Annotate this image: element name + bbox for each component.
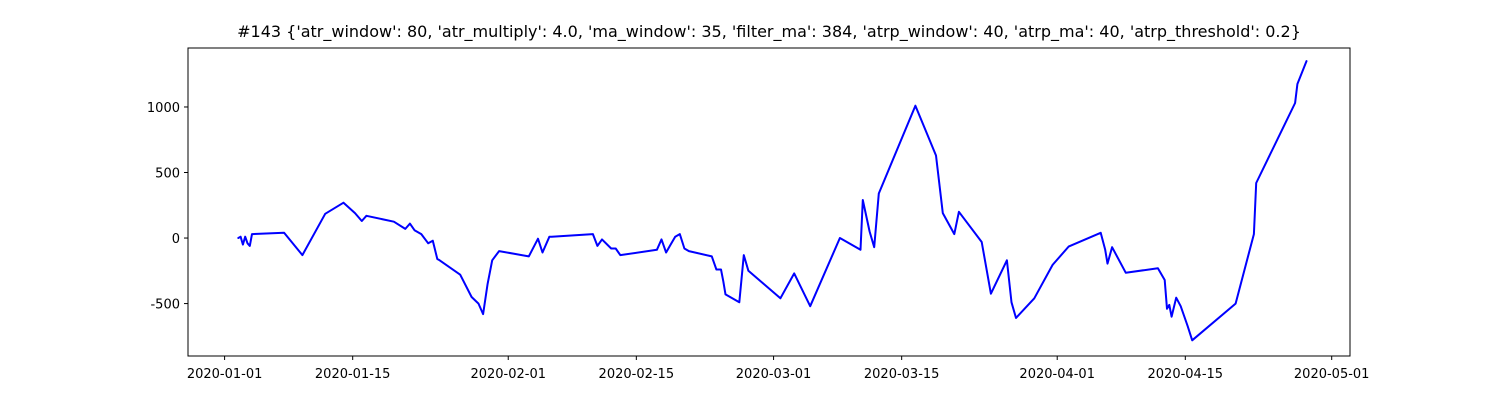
chart-title: #143 {'atr_window': 80, 'atr_multiply': … <box>237 22 1301 41</box>
x-tick-label: 2020-05-01 <box>1294 367 1370 382</box>
x-tick-label: 2020-01-01 <box>187 367 263 382</box>
y-tick-label: 500 <box>155 167 180 182</box>
series-line <box>237 60 1308 342</box>
y-tick-label: -500 <box>150 298 180 313</box>
y-axis: -500 0 500 1000 <box>147 101 188 313</box>
x-tick-label: 2020-03-15 <box>864 367 940 382</box>
x-tick-label: 2020-01-15 <box>315 367 391 382</box>
x-tick-label: 2020-03-01 <box>736 367 812 382</box>
y-tick-label: 1000 <box>147 101 180 116</box>
x-tick-label: 2020-02-15 <box>599 367 675 382</box>
x-tick-label: 2020-04-01 <box>1019 367 1095 382</box>
x-tick-label: 2020-02-01 <box>470 367 546 382</box>
y-tick-label: 0 <box>172 232 180 247</box>
plot-frame <box>187 47 1351 357</box>
x-axis: 2020-01-01 2020-01-15 2020-02-01 2020-02-15… <box>187 356 1370 382</box>
plot-area <box>188 48 1350 356</box>
x-tick-label: 2020-04-15 <box>1148 367 1224 382</box>
